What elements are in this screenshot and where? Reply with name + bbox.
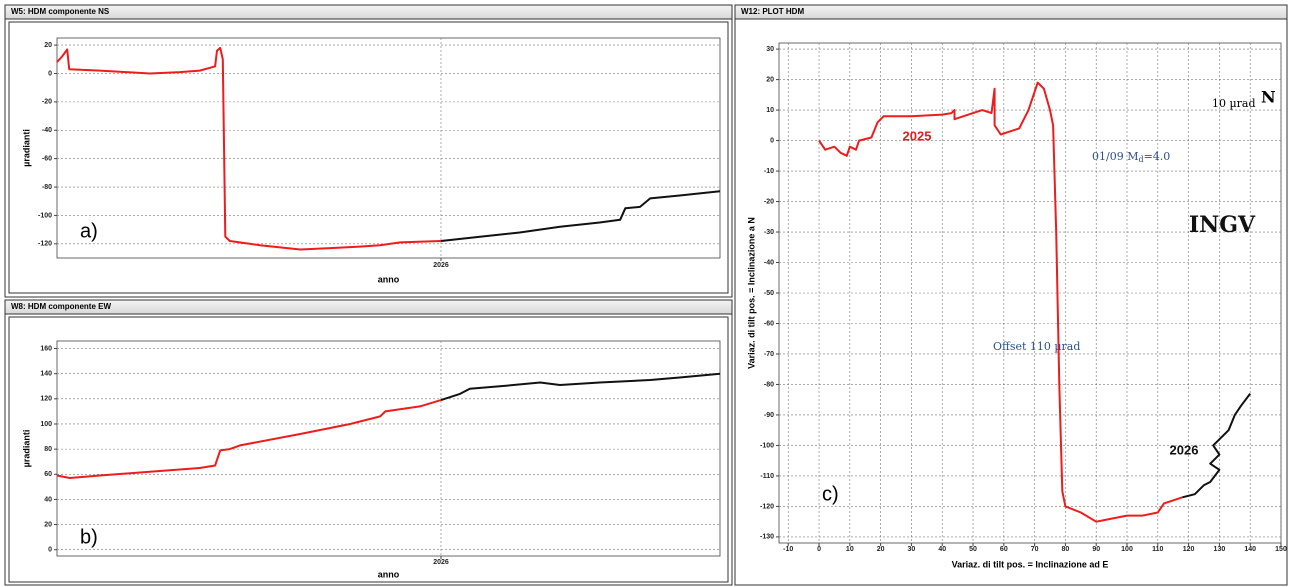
series-line (56, 46, 442, 251)
annotation: INGV (1189, 212, 1256, 238)
x-tick-label: 90 (1092, 546, 1100, 553)
annotation: N (1261, 88, 1276, 107)
x-axis-label: Variaz. di tilt pos. = Inclinazione ad E (952, 559, 1109, 569)
annotation: c) (822, 483, 839, 505)
x-tick-label: 140 (1244, 546, 1256, 553)
y-tick-label: -20 (764, 198, 774, 205)
x-tick-label: 50 (969, 546, 977, 553)
y-tick-label: 20 (44, 42, 52, 49)
chart: W12: PLOT HDM3020100-10-20-30-40-50-60-7… (741, 7, 1287, 569)
y-tick-label: -10 (764, 168, 774, 175)
y-tick-label: 30 (766, 46, 774, 53)
plot-area (56, 340, 721, 557)
y-tick-label: 0 (48, 70, 52, 77)
panel-title: W5: HDM componente NS (11, 7, 110, 16)
y-axis-label: µradianti (21, 129, 31, 167)
y-tick-label: 40 (44, 496, 52, 503)
y-tick-label: -100 (760, 442, 774, 449)
title-bar (734, 4, 1288, 20)
series-line (56, 399, 442, 479)
panel-title: W12: PLOT HDM (741, 7, 804, 16)
event-label: 01/09 Md=4.0 (1092, 150, 1170, 164)
y-tick-label: -20 (42, 99, 52, 106)
annotation: 10 µrad (1212, 97, 1256, 110)
title-bars (4, 4, 1288, 583)
y-tick-label: 100 (40, 421, 52, 428)
y-tick-label: -50 (764, 290, 774, 297)
x-tick-label: 40 (938, 546, 946, 553)
x-tick-label: 20 (877, 546, 885, 553)
y-tick-label: -40 (764, 259, 774, 266)
chart-frame (8, 21, 729, 294)
y-tick-label: 0 (770, 137, 774, 144)
event-rest: =4.0 (1144, 150, 1171, 163)
title-bar (4, 4, 733, 20)
panel-title: W8: HDM componente EW (11, 302, 111, 311)
event-sub: d (1138, 155, 1143, 164)
y-tick-label: 20 (766, 76, 774, 83)
chart: W5: HDM componente NS 20 0 -20 -40 -60 -80 -100… (11, 7, 721, 284)
plot-area (56, 37, 721, 259)
x-tick-label: 2026 (433, 262, 449, 269)
x-tick-label: 60 (1000, 546, 1008, 553)
x-tick-label: 80 (1062, 546, 1070, 553)
event-text: 01/09 M (1092, 150, 1138, 163)
y-tick-label: -80 (764, 381, 774, 388)
chart: W8: HDM componente EW 0 20 40 60 80 100 120 140 1… (11, 302, 721, 579)
y-tick-label: 160 (40, 345, 52, 352)
y-tick-label: -80 (42, 184, 52, 191)
y-tick-label: -70 (764, 351, 774, 358)
x-tick-label: 10 (846, 546, 854, 553)
x-tick-label: 130 (1214, 546, 1226, 553)
x-tick-label: 30 (908, 546, 916, 553)
x-axis-label: anno (378, 569, 400, 579)
y-tick-label: -130 (760, 534, 774, 541)
series-line (440, 372, 721, 402)
y-tick-label: -60 (764, 320, 774, 327)
chart-frame (8, 316, 729, 583)
x-tick-label: -10 (783, 546, 793, 553)
y-tick-label: 0 (48, 547, 52, 554)
y-tick-label: -90 (764, 412, 774, 419)
y-tick-label: -120 (760, 503, 774, 510)
y-axis-label: Variaz. di tilt pos. = Inclinazione a N (746, 217, 756, 369)
x-tick-label: 2026 (433, 559, 449, 566)
y-tick-label: 80 (44, 446, 52, 453)
series-label: 2026 (1170, 442, 1199, 457)
x-tick-label: 0 (817, 546, 821, 553)
x-tick-label: 110 (1152, 546, 1163, 553)
annotation: a) (80, 220, 98, 242)
x-tick-label: 120 (1183, 546, 1195, 553)
plot-area (778, 42, 1282, 544)
y-tick-label: -30 (764, 229, 774, 236)
x-tick-label: 150 (1275, 546, 1287, 553)
series-line (1182, 392, 1251, 499)
x-axis-label: anno (378, 274, 400, 284)
y-tick-label: -100 (38, 212, 52, 219)
y-tick-label: -40 (42, 127, 52, 134)
y-tick-label: 120 (40, 396, 52, 403)
y-tick-label: -120 (38, 241, 52, 248)
series-line (818, 81, 1183, 523)
y-tick-label: -110 (760, 473, 774, 480)
x-tick-label: 100 (1121, 546, 1133, 553)
annotation: b) (80, 526, 98, 548)
y-tick-label: -60 (42, 155, 52, 162)
y-tick-label: 10 (766, 107, 774, 114)
y-tick-label: 60 (44, 471, 52, 478)
y-tick-label: 140 (40, 371, 52, 378)
x-tick-label: 70 (1031, 546, 1039, 553)
y-axis-label: µradianti (21, 430, 31, 468)
y-tick-label: 20 (44, 521, 52, 528)
annotation: Offset 110 µrad (993, 340, 1080, 353)
series-label: 2025 (903, 128, 932, 143)
series-line (440, 190, 721, 242)
title-bar (4, 299, 733, 315)
